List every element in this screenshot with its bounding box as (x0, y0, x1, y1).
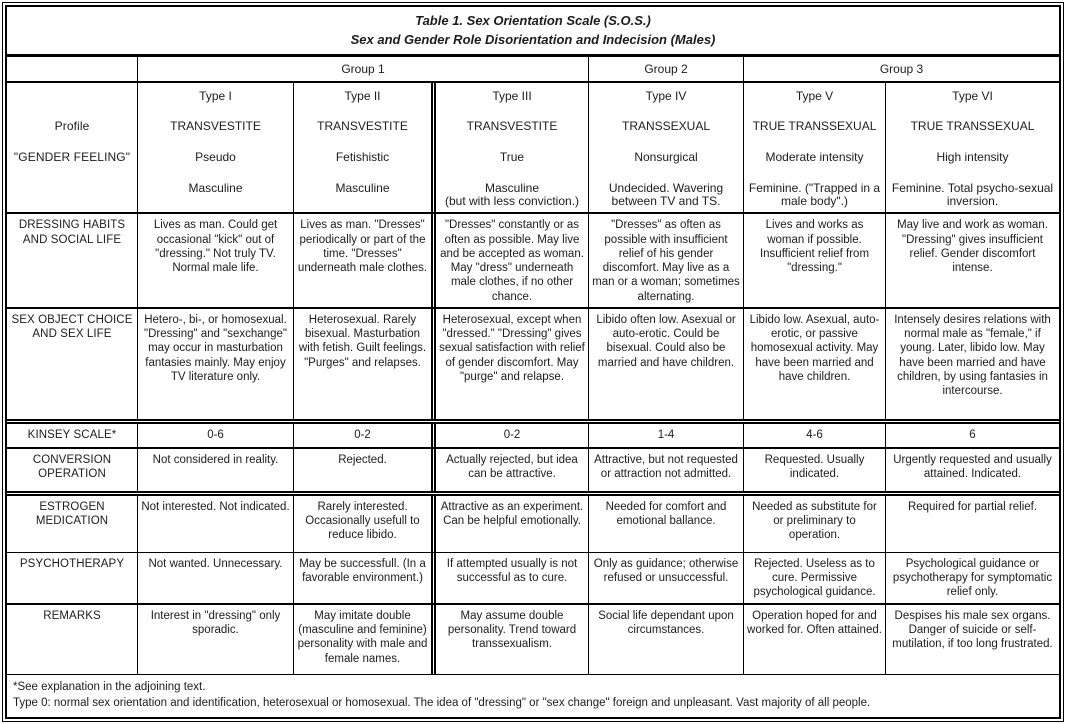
profile-row-label: Profile "GENDER FEELING" (7, 82, 138, 213)
table-cell: May assume double personality. Trend tow… (431, 604, 589, 674)
table-cell: Rejected. (338, 453, 387, 466)
table-cell: Rarely interested. Occasionally usefull … (305, 500, 420, 542)
row-label: KINSEY SCALE* (7, 423, 138, 447)
table-cell: Urgently requested and usually attained.… (893, 453, 1052, 481)
profile-label: Profile (54, 118, 90, 133)
table-row-dressing-habits: DRESSING HABITS AND SOCIAL LIFE Lives as… (7, 214, 1059, 309)
type-3-header: Type III TRANSVESTITE True Masculine (bu… (431, 82, 589, 213)
table-cell: Lives as man. Could get occasional "kick… (138, 214, 294, 307)
table-cell: "Dresses" constantly or as often as poss… (431, 214, 589, 307)
table-cell: Actually rejected, but idea can be attra… (431, 448, 589, 491)
table-cell: Attractive, but not requested or attract… (589, 448, 744, 491)
table-footnotes: *See explanation in the adjoining text. … (7, 675, 1059, 717)
table-row-remarks: REMARKS Interest in "dressing" only spor… (7, 604, 1059, 675)
table-cell: Intensely desires relations with normal … (894, 313, 1051, 398)
table-row-estrogen-medication: ESTROGEN MEDICATION Not interested. Not … (7, 495, 1059, 553)
table-cell: May be successfull. (In a favorable envi… (299, 557, 426, 585)
row-label: DRESSING HABITS AND SOCIAL LIFE (7, 214, 138, 307)
sex-orientation-scale-table: Table 1. Sex Orientation Scale (S.O.S.) … (5, 5, 1061, 719)
group-header-empty-cell (7, 56, 138, 81)
table-cell: Libido low. Asexual, auto-erotic, or pas… (744, 308, 886, 419)
table-title-line1: Table 1. Sex Orientation Scale (S.O.S.) (415, 13, 651, 28)
profile-header-row: Profile "GENDER FEELING" Type I TRANSVES… (7, 82, 1059, 215)
type-1-header: Type I TRANSVESTITE Pseudo Masculine (138, 82, 294, 213)
group-header-row: Group 1 Group 2 Group 3 (7, 56, 1059, 83)
footnote-type-0: Type 0: normal sex orientation and ident… (13, 696, 871, 709)
table-cell: Social life dependant upon circumstances… (589, 604, 744, 674)
table-cell: Operation hoped for and worked for. Ofte… (744, 604, 886, 674)
table-cell: Lives and works as woman if possible. In… (744, 214, 886, 307)
table-cell: Needed for comfort and emotional ballanc… (589, 495, 744, 552)
type-6-header: Type VI TRUE TRANSSEXUAL High intensity … (891, 88, 1054, 209)
table-title: Table 1. Sex Orientation Scale (S.O.S.) … (7, 7, 1059, 57)
table-title-line2: Sex and Gender Role Disorientation and I… (350, 31, 716, 47)
row-label: ESTROGEN MEDICATION (7, 495, 138, 552)
table-cell: Only as guidance; otherwise refused or u… (589, 552, 744, 603)
table-cell: 6 (969, 429, 976, 442)
table-cell: Heterosexual. Rarely bisexual. Masturbat… (298, 313, 427, 369)
table-cell: Not considered in reality. (138, 448, 294, 491)
table-cell: May live and work as woman. "Dressing" g… (897, 219, 1048, 275)
table-cell: Required for partial relief. (907, 500, 1038, 513)
type-4-header: Type IV TRANSSEXUAL Nonsurgical Undecide… (589, 82, 744, 213)
table-cell: 0-6 (138, 423, 294, 447)
table-row-kinsey-scale: KINSEY SCALE* 0-6 0-2 0-2 1-4 4-6 6 (7, 423, 1059, 449)
type-5-header: Type V TRUE TRANSSEXUAL Moderate intensi… (744, 82, 886, 213)
row-label: SEX OBJECT CHOICE AND SEX LIFE (7, 308, 138, 419)
table-row-sex-object-choice: SEX OBJECT CHOICE AND SEX LIFE Hetero-, … (7, 308, 1059, 424)
table-cell: Rejected. Useless as to cure. Permissive… (744, 552, 886, 603)
group-2-header: Group 2 (589, 56, 744, 81)
table-cell: Not wanted. Unnecessary. (138, 552, 294, 603)
row-label: PSYCHOTHERAPY (7, 552, 138, 603)
table-cell: Needed as substitute for or preliminary … (744, 495, 886, 552)
table-cell: 0-2 (354, 429, 371, 442)
table-cell: 0-2 (431, 423, 589, 447)
group-1-header: Group 1 (138, 56, 589, 81)
table-cell: May imitate double (masculine and femini… (297, 609, 428, 665)
table-cell: Not interested. Not indicated. (138, 495, 294, 552)
table-row-conversion-operation: CONVERSION OPERATION Not considered in r… (7, 448, 1059, 496)
table-cell: Lives as man. "Dresses" periodically or … (297, 219, 428, 275)
group-3-header: Group 3 (879, 61, 924, 76)
table-cell: If attempted usually is not successful a… (431, 552, 589, 603)
gender-feeling-label: "GENDER FEELING" (13, 149, 131, 164)
table-cell: Heterosexual, except when "dressed." "Dr… (431, 308, 589, 419)
table-cell: Despises his male sex organs. Danger of … (892, 609, 1053, 651)
table-row-psychotherapy: PSYCHOTHERAPY Not wanted. Unnecessary. M… (7, 552, 1059, 605)
table-cell: Psychological guidance or psychotherapy … (892, 557, 1053, 599)
table-cell: 1-4 (589, 423, 744, 447)
footnote-asterisk: *See explanation in the adjoining text. (13, 680, 206, 693)
row-label: REMARKS (7, 604, 138, 674)
table-cell: 4-6 (744, 423, 886, 447)
type-2-header: Type II TRANSVESTITE Fetishistic Masculi… (317, 88, 408, 195)
table-cell: Libido often low. Asexual or auto-erotic… (589, 308, 744, 419)
table-cell: Interest in "dressing" only sporadic. (138, 604, 294, 674)
table-cell: Attractive as an experiment. Can be help… (431, 495, 589, 552)
table-cell: Requested. Usually indicated. (744, 448, 886, 491)
row-label: CONVERSION OPERATION (7, 448, 138, 491)
table-cell: Hetero-, bi-, or homosexual. "Dressing" … (138, 308, 294, 419)
table-cell: "Dresses" as often as possible with insu… (589, 214, 744, 307)
